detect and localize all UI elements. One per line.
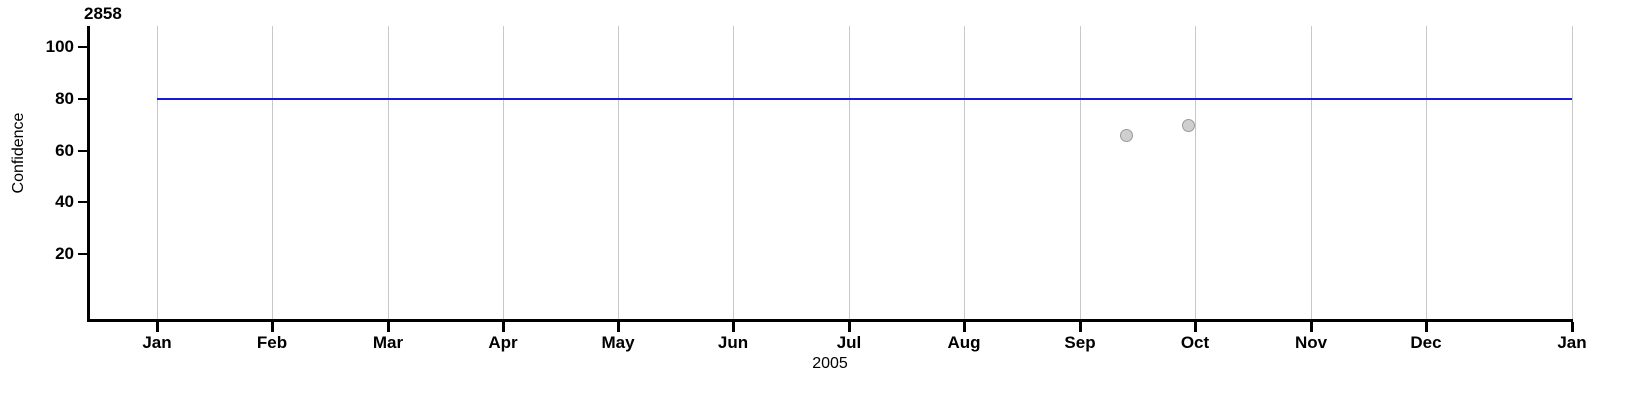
x-tick-mark-9 xyxy=(1194,322,1197,332)
gridline-mar-2 xyxy=(388,26,389,320)
gridline-sep-8 xyxy=(1080,26,1081,320)
x-axis-title: 2005 xyxy=(812,355,848,372)
gridline-aug-7 xyxy=(964,26,965,320)
x-tick-label-6: Jul xyxy=(836,333,862,352)
y-tick-mark-0 xyxy=(78,46,87,48)
data-point-0-1 xyxy=(1181,118,1195,132)
y-axis-line xyxy=(87,26,90,321)
y-tick-label-3: 40 xyxy=(55,192,74,211)
x-tick-mark-10 xyxy=(1310,322,1313,332)
y-tick-mark-4 xyxy=(78,253,87,255)
gridline-nov-10 xyxy=(1311,26,1312,320)
y-tick-label-4: 20 xyxy=(55,244,74,263)
x-tick-mark-5 xyxy=(732,322,735,332)
x-tick-mark-8 xyxy=(1079,322,1082,332)
y-axis-title: Confidence xyxy=(10,112,27,194)
x-tick-label-0: Jan xyxy=(142,333,172,352)
data-point-0-0 xyxy=(1119,128,1133,142)
x-tick-mark-2 xyxy=(387,322,390,332)
gridline-jan-12 xyxy=(1572,26,1573,320)
x-tick-label-2: Mar xyxy=(372,333,404,352)
y-tick-mark-1 xyxy=(78,98,87,100)
y-tick-label-2: 60 xyxy=(55,141,74,160)
y-tick-mark-3 xyxy=(78,201,87,203)
x-tick-mark-12 xyxy=(1571,322,1574,332)
y-tick-label-0: 100 xyxy=(45,37,74,56)
gridline-feb-1 xyxy=(272,26,273,320)
x-tick-label-8: Sep xyxy=(1064,333,1096,352)
x-tick-mark-6 xyxy=(848,322,851,332)
x-tick-mark-3 xyxy=(502,322,505,332)
y-tick-mark-2 xyxy=(78,150,87,152)
x-tick-mark-4 xyxy=(617,322,620,332)
threshold-line xyxy=(157,98,1572,100)
x-tick-label-10: Nov xyxy=(1294,333,1328,352)
x-tick-mark-11 xyxy=(1425,322,1428,332)
x-tick-label-5: Jun xyxy=(717,333,749,352)
chart-title: 2858 xyxy=(84,4,122,23)
x-tick-label-1: Feb xyxy=(256,333,288,352)
plot-area xyxy=(88,26,1572,320)
x-tick-label-12: Jan xyxy=(1557,333,1587,352)
gridline-dec-11 xyxy=(1426,26,1427,320)
x-tick-mark-1 xyxy=(271,322,274,332)
x-tick-label-4: May xyxy=(601,333,635,352)
x-tick-label-3: Apr xyxy=(488,333,518,352)
gridline-jan-0 xyxy=(157,26,158,320)
x-axis-line xyxy=(87,319,1573,322)
y-tick-label-1: 80 xyxy=(55,89,74,108)
gridline-may-4 xyxy=(618,26,619,320)
x-tick-label-11: Dec xyxy=(1410,333,1442,352)
gridline-jul-6 xyxy=(849,26,850,320)
gridline-oct-9 xyxy=(1195,26,1196,320)
x-tick-label-9: Oct xyxy=(1180,333,1210,352)
gridline-apr-3 xyxy=(503,26,504,320)
gridline-jun-5 xyxy=(733,26,734,320)
x-tick-label-7: Aug xyxy=(947,333,981,352)
x-tick-mark-0 xyxy=(156,322,159,332)
x-tick-mark-7 xyxy=(963,322,966,332)
